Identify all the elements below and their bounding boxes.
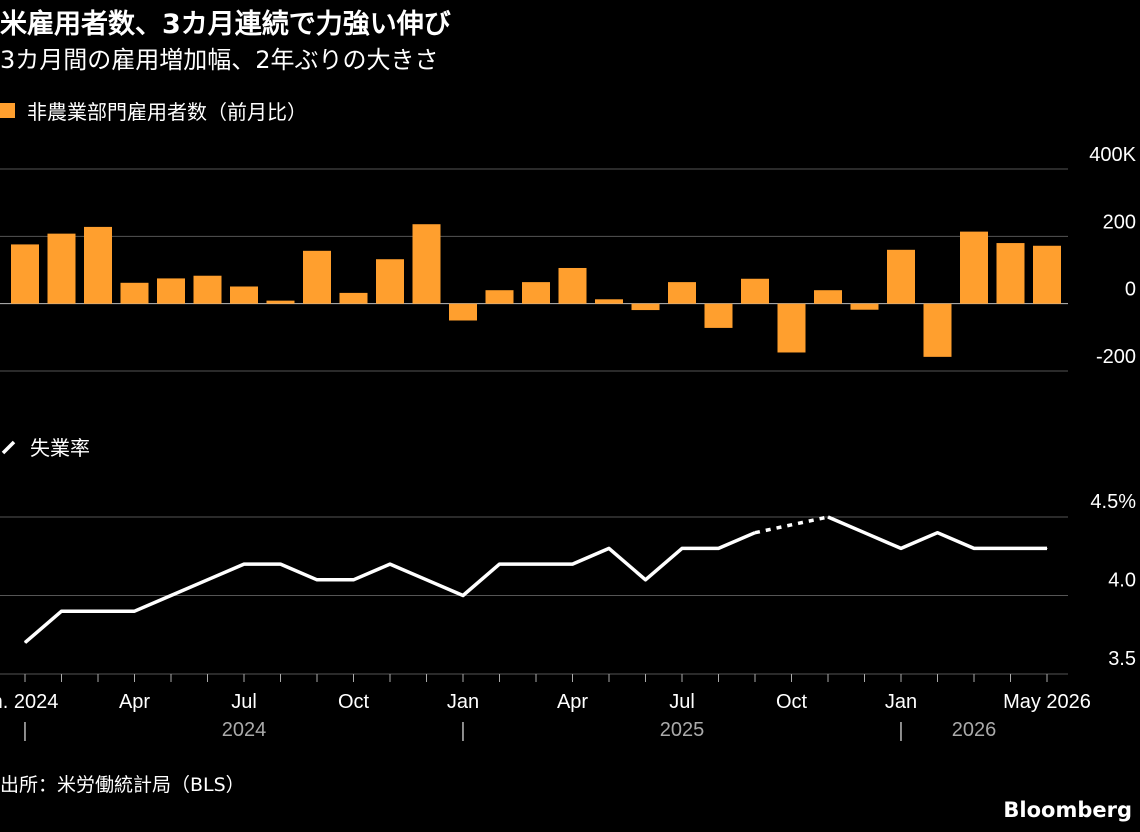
bar-legend-swatch <box>0 103 15 118</box>
bar-2024-03 <box>84 226 112 304</box>
line-point-2024-04 <box>134 610 135 612</box>
bar-2025-10 <box>777 303 806 353</box>
bar-legend: 非農業部門雇用者数（前月比） <box>0 96 307 125</box>
x-tick-label: Jan <box>447 691 479 713</box>
bar-2026-04 <box>996 243 1025 304</box>
x-tick-label: n. 2024 <box>0 691 58 713</box>
chart-area: 400K 200 0 -200 4.5% 4.0 3.5 n. 2024 Apr Jul Oct Ja… <box>0 144 1137 742</box>
line-point-2024-06 <box>207 579 208 581</box>
line-point-2024-11 <box>389 563 391 565</box>
bar-2025-08 <box>704 303 733 328</box>
bar-2024-10 <box>339 292 368 304</box>
line-point-2025-09 <box>754 532 756 534</box>
unemployment-line-segment <box>23 531 756 644</box>
line-point-2026-01 <box>900 547 902 549</box>
bar-2026-05 <box>1033 245 1061 304</box>
bar-ytick-label: 200 <box>1103 211 1136 233</box>
line-legend-label: 失業率 <box>30 436 90 460</box>
year-label: 2025 <box>660 719 705 741</box>
line-point-2025-04 <box>572 563 573 565</box>
bar-ytick-label: -200 <box>1096 346 1136 368</box>
bar-2024-11 <box>376 259 404 304</box>
line-point-2024-01 <box>24 642 26 644</box>
line-point-2025-01 <box>462 595 464 596</box>
x-tick-label: Apr <box>119 691 150 713</box>
bar-2025-03 <box>522 282 550 304</box>
line-point-2025-06 <box>645 579 646 581</box>
line-point-2025-03 <box>535 563 537 565</box>
line-ytick-label: 4.0 <box>1108 570 1136 592</box>
bar-2024-08 <box>266 300 295 304</box>
line-point-2026-04 <box>1010 547 1011 549</box>
line-legend: 失業率 <box>0 432 90 461</box>
bar-2026-03 <box>960 231 988 304</box>
bar-2026-02 <box>923 303 952 357</box>
line-point-2025-12 <box>864 532 865 534</box>
line-point-2024-07 <box>243 563 245 565</box>
bar-ytick-label: 400K <box>1089 144 1136 166</box>
source-note: 出所：米労働統計局（BLS） <box>0 774 245 796</box>
bar-2025-04 <box>558 267 587 304</box>
line-point-2024-12 <box>426 579 427 581</box>
x-tick-label: Jul <box>231 691 257 713</box>
bar-2025-09 <box>741 278 769 304</box>
x-tick-label: May 2026 <box>1003 691 1091 713</box>
bar-2025-02 <box>485 290 514 304</box>
line-point-2024-10 <box>353 579 354 581</box>
unemployment-line-gap <box>754 515 829 535</box>
year-separator: | <box>898 720 903 742</box>
chart-title: 米雇用者数、3カ月連続で力強い伸び <box>0 9 451 40</box>
line-point-2026-02 <box>937 532 938 534</box>
line-point-2025-11 <box>827 516 829 518</box>
bar-2025-12 <box>850 303 879 310</box>
bar-2026-01 <box>887 249 915 304</box>
line-point-2024-08 <box>280 563 281 565</box>
bar-2024-12 <box>412 224 441 304</box>
x-tick-label: Oct <box>776 691 808 713</box>
bar-2025-07 <box>668 282 696 304</box>
year-label: 2024 <box>222 719 267 741</box>
line-point-2024-09 <box>316 579 318 581</box>
bar-2025-06 <box>631 303 660 311</box>
year-separator: | <box>460 720 465 742</box>
line-point-2025-07 <box>681 547 683 549</box>
bar-legend-label: 非農業部門雇用者数（前月比） <box>27 100 307 124</box>
bar-2025-05 <box>595 299 623 304</box>
bar-2024-04 <box>120 282 149 304</box>
bar-2024-06 <box>193 275 222 304</box>
bar-2024-09 <box>303 250 331 304</box>
line-point-2026-03 <box>973 547 975 549</box>
line-point-2025-02 <box>499 563 500 565</box>
bar-2024-05 <box>157 278 185 304</box>
x-tick-label: Apr <box>557 691 588 713</box>
bar-2024-02 <box>47 233 76 304</box>
x-tick-label: Oct <box>338 691 370 713</box>
bar-2025-11 <box>814 290 842 304</box>
line-point-2024-05 <box>170 595 172 596</box>
line-ytick-label: 3.5 <box>1108 648 1136 670</box>
line-point-2025-08 <box>718 547 719 549</box>
year-label: 2026 <box>952 719 997 741</box>
line-point-2026-05 <box>1046 547 1048 549</box>
x-tick-label: Jan <box>885 691 917 713</box>
bloomberg-logo: Bloomberg <box>1003 798 1132 822</box>
bar-2024-01 <box>11 244 39 304</box>
line-point-2024-02 <box>61 610 62 612</box>
line-point-2024-03 <box>97 610 99 612</box>
bar-ytick-label: 0 <box>1125 279 1136 301</box>
line-legend-swatch <box>1 440 16 454</box>
line-ytick-label: 4.5% <box>1090 491 1136 513</box>
chart-subtitle: 3カ月間の雇用増加幅、2年ぶりの大きさ <box>0 46 439 74</box>
bar-2024-07 <box>230 286 258 304</box>
x-tick-label: Jul <box>669 691 695 713</box>
line-point-2025-05 <box>608 547 610 549</box>
bar-2025-01 <box>449 303 477 321</box>
year-separator: | <box>22 720 27 742</box>
